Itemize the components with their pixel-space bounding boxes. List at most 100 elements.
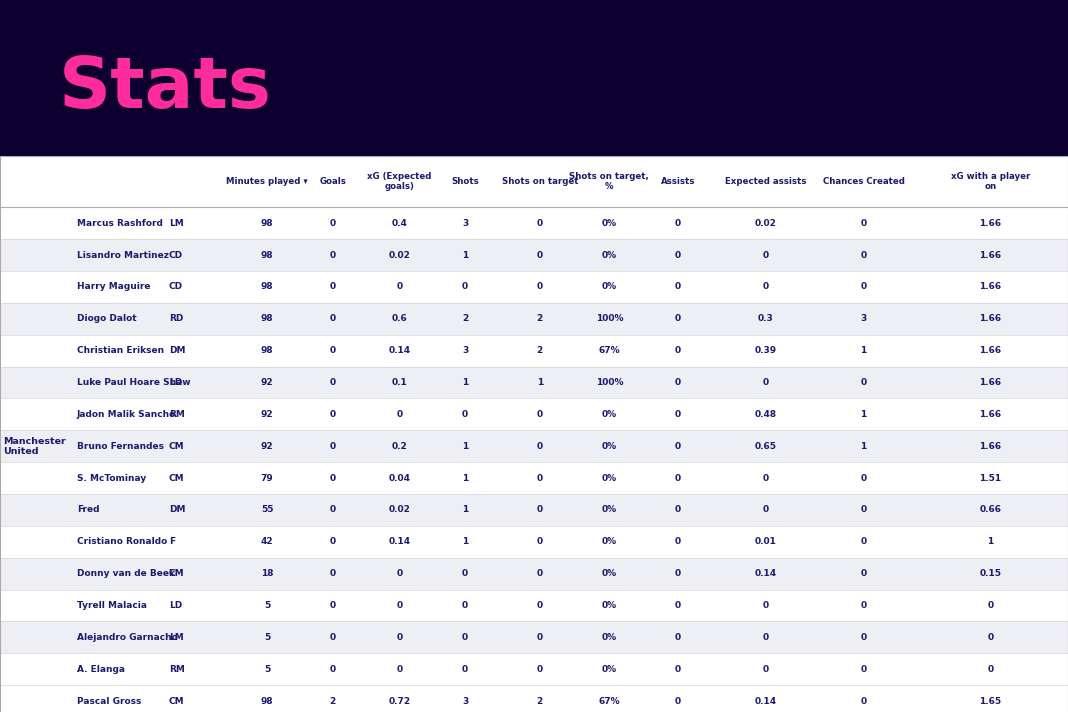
Text: 0: 0: [396, 410, 403, 419]
Bar: [0, 335, 1068, 367]
Text: 0%: 0%: [601, 410, 617, 419]
Text: 0: 0: [763, 473, 769, 483]
Text: 0%: 0%: [601, 665, 617, 674]
Text: 0: 0: [330, 569, 335, 578]
Text: 0.39: 0.39: [755, 346, 776, 355]
Text: 55: 55: [261, 506, 273, 515]
Text: 0: 0: [462, 410, 468, 419]
Text: 0: 0: [763, 633, 769, 642]
Text: 92: 92: [261, 410, 273, 419]
Text: 0: 0: [537, 410, 543, 419]
Text: Marcus Rashford: Marcus Rashford: [77, 219, 162, 228]
Text: LD: LD: [169, 378, 182, 387]
Text: 3: 3: [462, 219, 468, 228]
Text: 0: 0: [763, 506, 769, 515]
Text: 0: 0: [330, 601, 335, 610]
Text: 0: 0: [537, 441, 543, 451]
Text: CD: CD: [169, 251, 183, 260]
Text: 2: 2: [537, 314, 543, 323]
Text: 0: 0: [675, 601, 681, 610]
Text: Lisandro Martinez: Lisandro Martinez: [77, 251, 169, 260]
Text: 1: 1: [988, 538, 993, 546]
Text: 0: 0: [462, 283, 468, 291]
Text: RD: RD: [169, 314, 183, 323]
Text: Cristiano Ronaldo: Cristiano Ronaldo: [77, 538, 168, 546]
Text: 0.4: 0.4: [392, 219, 407, 228]
Text: DM: DM: [169, 506, 185, 515]
Text: 0: 0: [462, 601, 468, 610]
Text: 0: 0: [675, 283, 681, 291]
Bar: [0, 303, 1068, 335]
Text: 0.3: 0.3: [758, 314, 773, 323]
Text: 0: 0: [537, 569, 543, 578]
Text: 0.14: 0.14: [389, 538, 410, 546]
Text: 1.66: 1.66: [979, 378, 1002, 387]
Text: 0%: 0%: [601, 283, 617, 291]
Text: 0: 0: [861, 506, 866, 515]
Text: 0.72: 0.72: [389, 696, 410, 706]
Text: 98: 98: [261, 314, 273, 323]
Text: 0: 0: [330, 633, 335, 642]
Text: S. McTominay: S. McTominay: [77, 473, 146, 483]
Text: 0: 0: [675, 696, 681, 706]
Text: Fred: Fred: [77, 506, 99, 515]
Text: 0%: 0%: [601, 473, 617, 483]
Text: Expected assists: Expected assists: [725, 177, 806, 186]
Text: 2: 2: [537, 346, 543, 355]
Text: 1: 1: [462, 538, 468, 546]
Text: 0: 0: [988, 665, 993, 674]
Text: 0: 0: [330, 378, 335, 387]
Text: 0: 0: [763, 601, 769, 610]
Text: CM: CM: [169, 473, 185, 483]
Text: 0: 0: [462, 665, 468, 674]
Text: 0: 0: [396, 633, 403, 642]
Bar: [0, 590, 1068, 622]
Text: 0: 0: [861, 473, 866, 483]
Text: 0: 0: [537, 601, 543, 610]
Text: 0: 0: [537, 473, 543, 483]
Bar: [0, 271, 1068, 303]
Text: 0: 0: [988, 633, 993, 642]
Text: 3: 3: [462, 696, 468, 706]
Text: 67%: 67%: [598, 696, 621, 706]
Text: 2: 2: [537, 696, 543, 706]
Bar: [0, 685, 1068, 712]
Text: A. Elanga: A. Elanga: [77, 665, 125, 674]
Text: 0: 0: [861, 251, 866, 260]
Text: 0: 0: [537, 506, 543, 515]
Text: 100%: 100%: [596, 314, 623, 323]
Text: 1.51: 1.51: [979, 473, 1002, 483]
Text: 0: 0: [537, 633, 543, 642]
Bar: [0, 207, 1068, 239]
Text: 1: 1: [861, 410, 866, 419]
Text: 0: 0: [330, 506, 335, 515]
Text: Donny van de Beek: Donny van de Beek: [77, 569, 175, 578]
Text: CM: CM: [169, 696, 185, 706]
Bar: [0, 494, 1068, 526]
Text: 0: 0: [462, 569, 468, 578]
Text: 2: 2: [330, 696, 335, 706]
Text: 0.6: 0.6: [392, 314, 407, 323]
Text: 2: 2: [462, 314, 468, 323]
Text: Minutes played ▾: Minutes played ▾: [226, 177, 308, 186]
Text: 5: 5: [264, 665, 270, 674]
Text: 98: 98: [261, 696, 273, 706]
Text: 0.15: 0.15: [979, 569, 1002, 578]
Text: 0: 0: [396, 665, 403, 674]
Text: 0: 0: [861, 538, 866, 546]
Bar: [0, 367, 1068, 399]
Text: 0: 0: [675, 314, 681, 323]
Text: 0.65: 0.65: [755, 441, 776, 451]
Text: 0: 0: [330, 665, 335, 674]
Text: Diogo Dalot: Diogo Dalot: [77, 314, 137, 323]
Text: 0: 0: [675, 665, 681, 674]
Text: 0: 0: [330, 538, 335, 546]
Text: 0: 0: [330, 314, 335, 323]
Text: 1: 1: [537, 378, 543, 387]
Text: 0: 0: [861, 219, 866, 228]
Text: DM: DM: [169, 346, 185, 355]
Text: 0.02: 0.02: [389, 506, 410, 515]
Text: Goals: Goals: [319, 177, 346, 186]
Text: CM: CM: [169, 441, 185, 451]
Text: 0: 0: [330, 283, 335, 291]
